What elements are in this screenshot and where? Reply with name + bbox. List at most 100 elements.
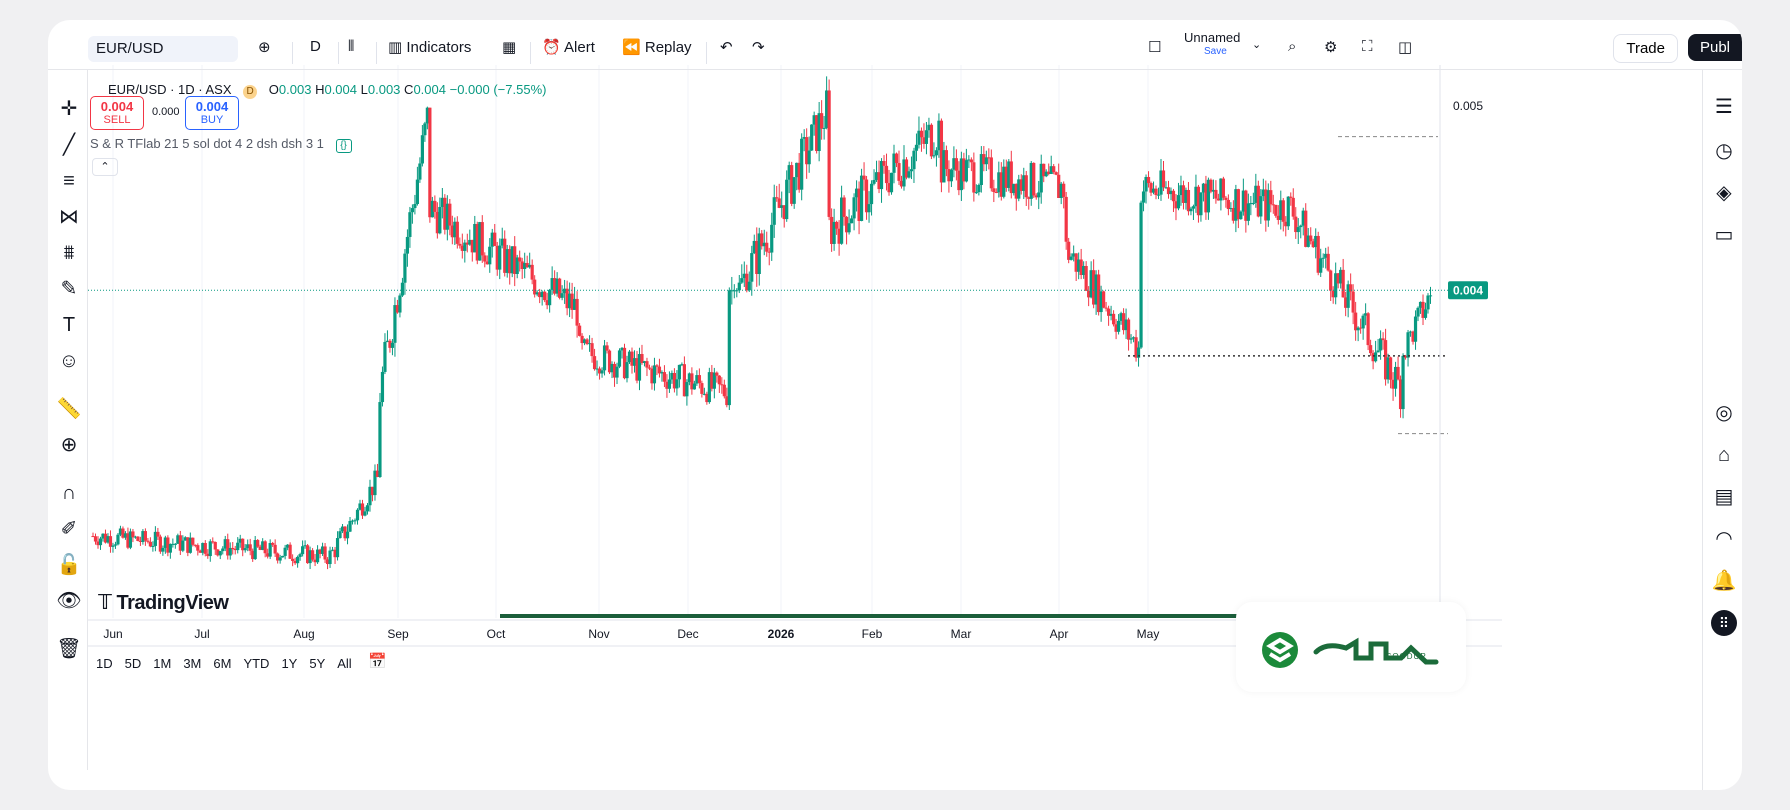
candle-body xyxy=(136,536,140,541)
sell-button[interactable]: 0.004 SELL xyxy=(90,96,144,130)
candle-body xyxy=(987,157,991,159)
candle-body xyxy=(1408,331,1413,333)
compare-icon[interactable]: ⊕ xyxy=(258,39,271,56)
period-5d[interactable]: 5D xyxy=(124,656,142,671)
candle-body xyxy=(1116,320,1121,332)
chat-icon[interactable]: ▭ xyxy=(1714,224,1734,246)
candle-body xyxy=(1231,207,1235,221)
period-3m[interactable]: 3M xyxy=(183,656,202,671)
candle-body xyxy=(520,261,524,270)
period-all[interactable]: All xyxy=(337,656,352,671)
notifications-icon[interactable]: 🔔 xyxy=(1711,570,1737,592)
redo-icon[interactable]: ↷ xyxy=(752,39,765,56)
candle-body xyxy=(273,544,277,554)
layout-name[interactable]: Unnamed xyxy=(1184,30,1241,45)
candle-body xyxy=(1136,347,1141,358)
candle-body xyxy=(637,354,642,381)
pattern-icon[interactable]: ⋈ xyxy=(59,206,79,228)
ruler-icon[interactable]: 📏 xyxy=(56,398,82,420)
ideas-icon[interactable]: ⌂ xyxy=(1717,444,1731,466)
right-sidebar: ☰ ◷ ◈ ▭ ◎ ⌂ ▤ ◠ 🔔 ⠿ xyxy=(1702,70,1742,790)
candle-body xyxy=(191,537,195,545)
period-6m[interactable]: 6M xyxy=(213,656,232,671)
candle-body xyxy=(680,364,684,366)
candle-body xyxy=(859,175,864,221)
x-tick-label: Nov xyxy=(588,627,609,641)
price-chart[interactable]: Jun Jul Aug Sep Oct Nov Dec 2026 Feb Mar Apr May 0.0… xyxy=(48,20,1742,790)
candle-body xyxy=(108,536,113,547)
candle-body xyxy=(1416,307,1420,317)
candle-body xyxy=(333,549,337,558)
lock-drawing-icon[interactable]: ✐ xyxy=(60,518,78,540)
period-1y[interactable]: 1Y xyxy=(281,656,298,671)
interval-button[interactable]: D xyxy=(310,38,321,55)
period-1m[interactable]: 1M xyxy=(153,656,172,671)
settings-icon[interactable]: ⚙ xyxy=(1324,39,1338,56)
unlock-icon[interactable]: 🔓 xyxy=(56,554,82,576)
period-5y[interactable]: 5Y xyxy=(309,656,326,671)
candle-body xyxy=(1082,265,1086,275)
date-range-icon[interactable]: 📅 xyxy=(368,653,387,670)
candle-body xyxy=(817,113,821,152)
replay-button[interactable]: ⏪ Replay xyxy=(622,38,692,56)
stream-icon[interactable]: ◠ xyxy=(1715,528,1733,550)
candle-body xyxy=(348,520,352,532)
apps-grid-icon[interactable]: ⠿ xyxy=(1711,610,1737,636)
target-icon[interactable]: ◎ xyxy=(1715,402,1733,424)
alerts-clock-icon[interactable]: ◷ xyxy=(1715,140,1733,162)
chevron-down-icon[interactable]: ⌄ xyxy=(1252,39,1262,51)
candle-body xyxy=(827,90,831,217)
snapshot-icon[interactable]: ◫ xyxy=(1398,39,1413,56)
candle-body xyxy=(403,253,407,283)
search-icon[interactable]: ⌕ xyxy=(1288,38,1297,55)
candle-body xyxy=(952,158,956,170)
watchlist-icon[interactable]: ☰ xyxy=(1715,96,1733,118)
magnet-icon[interactable]: ∩ xyxy=(61,482,77,504)
indicator-legend[interactable]: S & R TFlab 21 5 sol dot 4 2 dsh dsh 3 1… xyxy=(90,136,352,153)
period-1d[interactable]: 1D xyxy=(96,656,113,671)
symbol-search[interactable]: EUR/USD xyxy=(88,36,238,62)
trend-line-icon[interactable]: ╱ xyxy=(62,134,76,156)
calendar-icon[interactable]: ▤ xyxy=(1714,486,1734,508)
fullscreen-icon[interactable]: ⛶ xyxy=(1362,38,1373,55)
publish-button[interactable]: Publ xyxy=(1687,34,1742,61)
source-code-icon[interactable]: {} xyxy=(335,139,352,153)
chart-type-icon[interactable]: ⫴ xyxy=(348,38,355,55)
candle-body xyxy=(602,345,607,371)
brush-icon[interactable]: ✎ xyxy=(60,278,78,300)
horizontal-lines-icon[interactable]: ≡ xyxy=(63,170,75,192)
candle-body xyxy=(590,343,594,357)
alert-button[interactable]: ⏰ Alert xyxy=(542,38,595,56)
layers-icon[interactable]: ◈ xyxy=(1716,182,1732,204)
candle-body xyxy=(355,509,360,521)
text-icon[interactable]: T xyxy=(62,314,76,336)
candle-body xyxy=(286,544,290,548)
candle-body xyxy=(825,90,829,128)
candle-body xyxy=(929,124,934,157)
period-ytd[interactable]: YTD xyxy=(243,656,270,671)
layout-icon[interactable]: ☐ xyxy=(1148,39,1162,56)
eye-icon[interactable]: 👁 xyxy=(56,590,82,612)
emoji-icon[interactable]: ☺ xyxy=(58,350,80,372)
legend-title[interactable]: EUR/USD · 1D · ASX xyxy=(108,82,232,97)
candle-body xyxy=(737,282,741,291)
candle-body xyxy=(1244,190,1248,221)
indicators-button[interactable]: ▥ Indicators xyxy=(388,38,471,56)
candle-body xyxy=(1344,297,1348,308)
trade-button[interactable]: Trade xyxy=(1613,34,1678,63)
candle-body xyxy=(652,365,657,384)
crosshair-icon[interactable]: ✛ xyxy=(60,98,78,120)
templates-icon[interactable]: ▦ xyxy=(502,39,517,56)
candle-body xyxy=(1084,265,1088,291)
save-label[interactable]: Save xyxy=(1204,46,1227,57)
zoom-in-icon[interactable]: ⊕ xyxy=(60,434,78,456)
trash-icon[interactable]: 🗑 xyxy=(56,638,82,660)
candle-body xyxy=(697,375,701,384)
candle-body xyxy=(989,157,993,189)
collapse-legend-button[interactable]: ⌃ xyxy=(92,158,118,176)
fib-icon[interactable]: ⩩ xyxy=(63,242,75,264)
buy-button[interactable]: 0.004 BUY xyxy=(185,96,239,130)
candle-body xyxy=(223,539,227,549)
candle-body xyxy=(677,364,682,380)
undo-icon[interactable]: ↶ xyxy=(720,39,733,56)
